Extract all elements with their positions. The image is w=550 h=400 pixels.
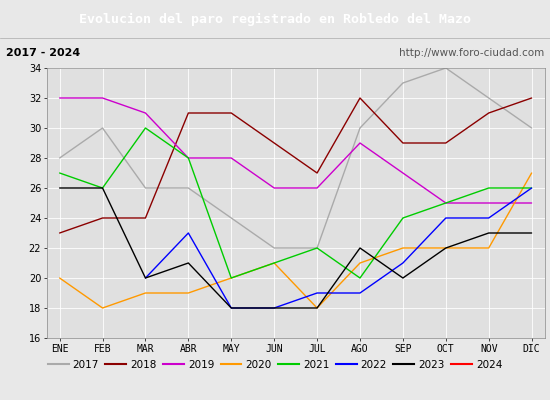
Text: 2017 - 2024: 2017 - 2024 [6, 48, 80, 58]
Text: http://www.foro-ciudad.com: http://www.foro-ciudad.com [399, 48, 544, 58]
Text: Evolucion del paro registrado en Robledo del Mazo: Evolucion del paro registrado en Robledo… [79, 12, 471, 26]
Legend: 2017, 2018, 2019, 2020, 2021, 2022, 2023, 2024: 2017, 2018, 2019, 2020, 2021, 2022, 2023… [45, 357, 505, 373]
